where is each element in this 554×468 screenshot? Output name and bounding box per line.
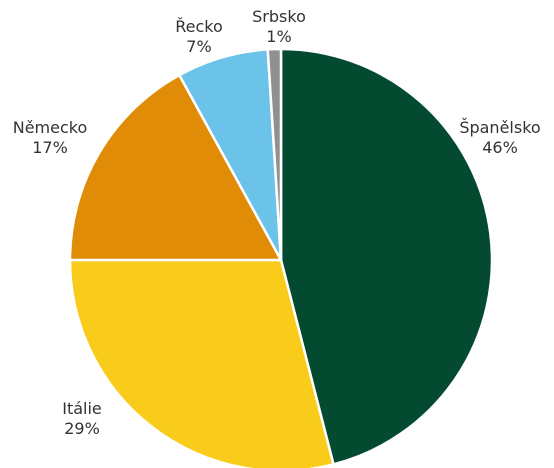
pie-label-name: Španělsko [459,118,540,137]
pie-label-nemecko: Německo 17% [13,118,88,157]
pie-slice-srbsko [266,47,283,262]
pie-label-name: Itálie [62,399,102,418]
pie-label-value: 29% [64,419,100,438]
pie-slice-italie [68,258,335,468]
pie-label-value: 7% [186,37,211,56]
pie-slice-nemecko [68,73,283,262]
pie-label-srbsko: Srbsko 1% [252,7,306,46]
pie-label-value: 1% [266,27,291,46]
pie-label-recko: Řecko 7% [175,17,223,56]
pie-label-value: 46% [482,138,518,157]
pie-label-spanelsko: Španělsko 46% [459,118,540,157]
pie-label-name: Srbsko [252,7,306,26]
pie-slices [68,47,494,468]
pie-labels: Španělsko 46% Itálie 29% Německo 17% Řecko 7% Sr… [13,7,541,438]
pie-slice-spanelsko [279,47,494,466]
pie-label-italie: Itálie 29% [62,399,102,438]
pie-label-name: Řecko [175,17,223,36]
pie-label-name: Německo [13,118,88,137]
pie-label-value: 17% [32,138,68,157]
